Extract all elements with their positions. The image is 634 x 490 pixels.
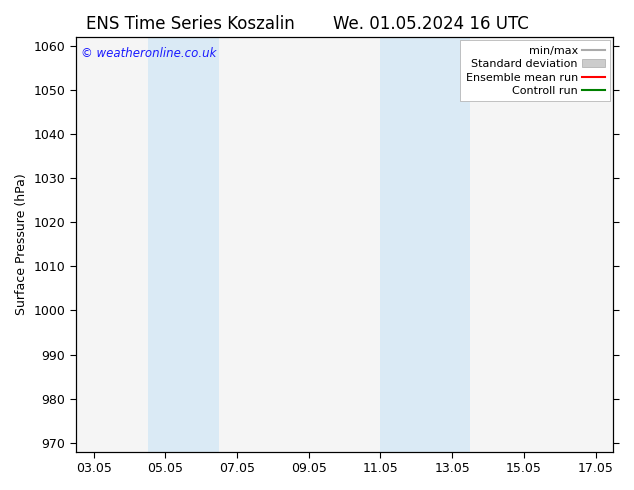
Legend: min/max, Standard deviation, Ensemble mean run, Controll run: min/max, Standard deviation, Ensemble me… (460, 40, 610, 101)
Bar (148, 37, 219, 452)
Text: ENS Time Series Koszalin: ENS Time Series Koszalin (86, 15, 295, 33)
Bar (380, 37, 470, 452)
Y-axis label: Surface Pressure (hPa): Surface Pressure (hPa) (15, 173, 28, 315)
Text: We. 01.05.2024 16 UTC: We. 01.05.2024 16 UTC (333, 15, 529, 33)
Text: © weatheronline.co.uk: © weatheronline.co.uk (81, 48, 217, 60)
